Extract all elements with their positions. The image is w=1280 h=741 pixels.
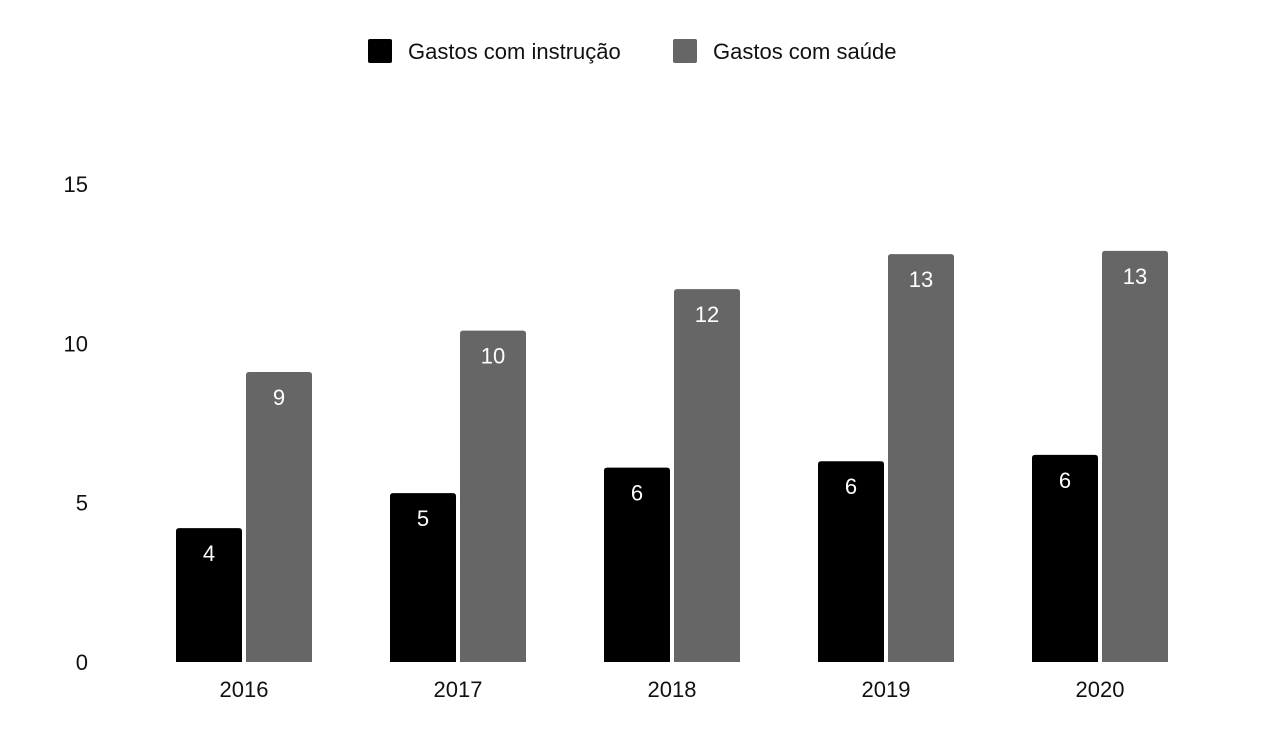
data-label: 6 xyxy=(631,481,643,506)
bar-series-1-2019 xyxy=(888,254,954,662)
y-axis: 0 5 10 15 xyxy=(64,172,88,675)
data-label: 5 xyxy=(417,506,429,531)
y-tick-label: 0 xyxy=(76,650,88,675)
data-label: 6 xyxy=(845,474,857,499)
data-labels: 4 9 5 10 6 12 6 13 6 13 xyxy=(203,264,1147,566)
data-label: 12 xyxy=(695,302,719,327)
x-tick-label: 2016 xyxy=(220,677,269,702)
data-label: 10 xyxy=(481,344,505,369)
legend-label: Gastos com instrução xyxy=(408,39,621,64)
y-tick-label: 10 xyxy=(64,331,88,356)
data-label: 6 xyxy=(1059,468,1071,493)
data-label: 9 xyxy=(273,385,285,410)
bar-series-1-2018 xyxy=(674,289,740,662)
x-axis: 2016 2017 2018 2019 2020 xyxy=(220,677,1125,702)
x-tick-label: 2019 xyxy=(862,677,911,702)
y-tick-label: 5 xyxy=(76,491,88,516)
legend: Gastos com instrução Gastos com saúde xyxy=(368,39,896,64)
data-label: 13 xyxy=(1123,264,1147,289)
legend-swatch xyxy=(368,39,392,63)
x-tick-label: 2017 xyxy=(434,677,483,702)
bar-series-1-2017 xyxy=(460,330,526,662)
legend-swatch xyxy=(673,39,697,63)
legend-label: Gastos com saúde xyxy=(713,39,896,64)
x-tick-label: 2018 xyxy=(648,677,697,702)
bar-series-1-2016 xyxy=(246,372,312,662)
bar-series-0-2016 xyxy=(176,528,242,662)
bar-series-0-2020 xyxy=(1032,454,1098,662)
bar-series-1-2020 xyxy=(1102,250,1168,663)
bar-series-0-2017 xyxy=(390,493,456,662)
bar-series-0-2019 xyxy=(818,461,884,662)
data-label: 13 xyxy=(909,267,933,292)
bar-series-0-2018 xyxy=(604,467,670,662)
x-tick-label: 2020 xyxy=(1076,677,1125,702)
bars xyxy=(176,250,1168,663)
data-label: 4 xyxy=(203,541,215,566)
y-tick-label: 15 xyxy=(64,172,88,197)
